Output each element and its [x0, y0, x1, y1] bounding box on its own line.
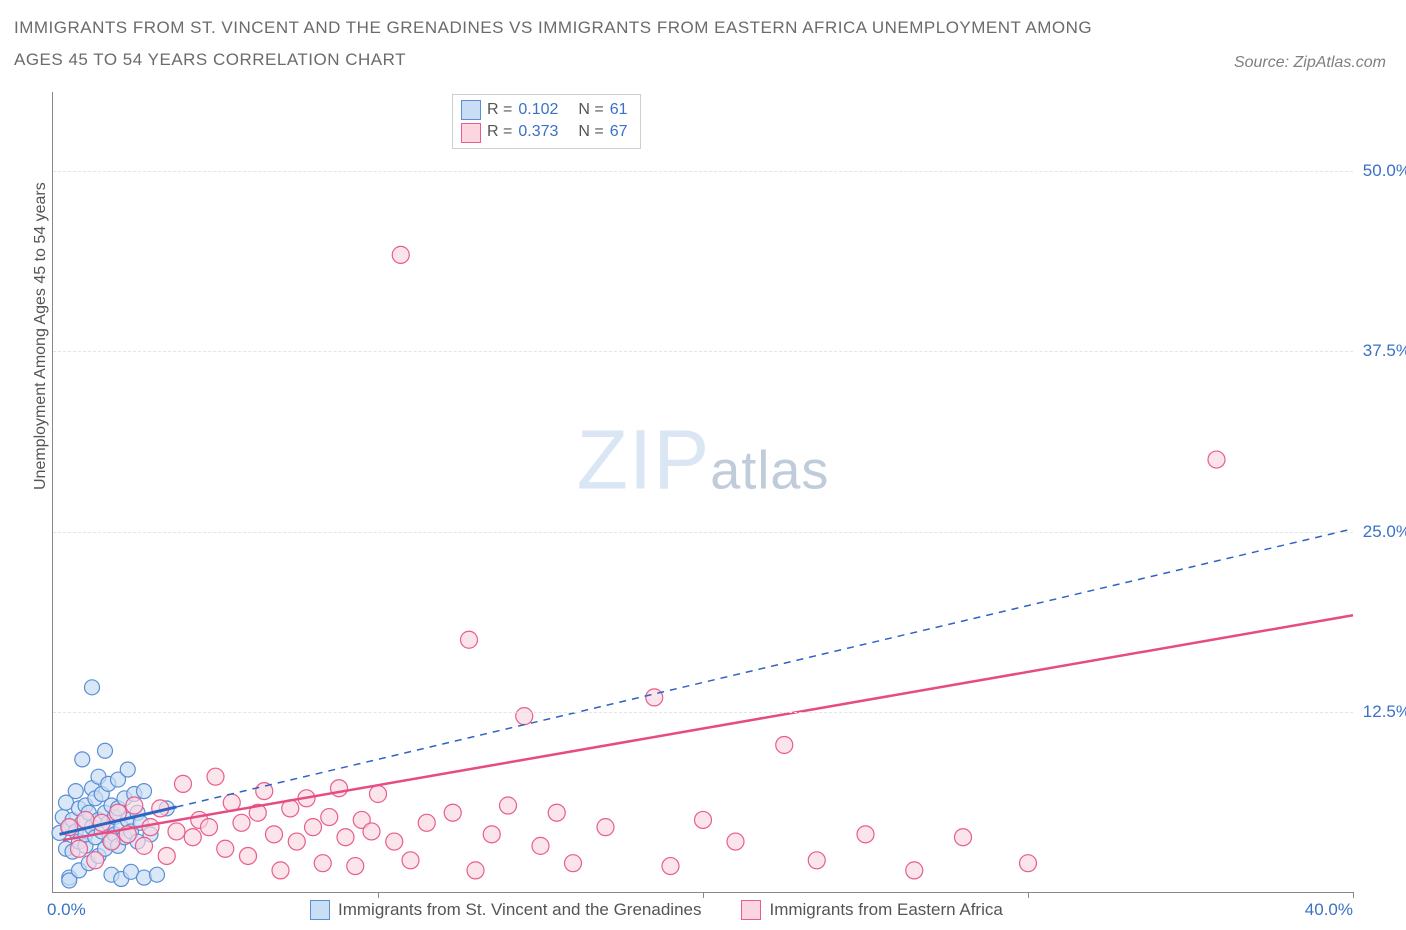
series-legend: Immigrants from St. Vincent and the Gren… — [310, 900, 1033, 920]
scatter-point-ea — [233, 814, 250, 831]
scatter-point-ea — [207, 768, 224, 785]
scatter-point-ea — [363, 823, 380, 840]
scatter-point-ea — [1020, 855, 1037, 872]
scatter-point-ea — [695, 811, 712, 828]
scatter-point-svg — [120, 762, 135, 777]
stats-legend-row-ea: R = 0.373 N = 67 — [461, 121, 628, 143]
ytick-label: 25.0% — [1363, 522, 1406, 542]
scatter-point-ea — [808, 852, 825, 869]
series-name-svg: Immigrants from St. Vincent and the Gren… — [338, 900, 701, 920]
scatter-point-ea — [370, 785, 387, 802]
chart-container: IMMIGRANTS FROM ST. VINCENT AND THE GREN… — [0, 0, 1406, 930]
scatter-point-svg — [137, 870, 152, 885]
plot-area: ZIPatlas 12.5%25.0%37.5%50.0%0.0%40.0% — [52, 92, 1353, 893]
scatter-point-svg — [68, 784, 83, 799]
scatter-point-ea — [175, 775, 192, 792]
scatter-point-ea — [305, 819, 322, 836]
scatter-point-ea — [347, 858, 364, 875]
scatter-point-ea — [240, 847, 257, 864]
swatch-svg-bottom — [310, 900, 330, 920]
r-label: R = — [487, 99, 512, 121]
scatter-point-ea — [402, 852, 419, 869]
ytick-label: 50.0% — [1363, 161, 1406, 181]
scatter-point-svg — [137, 784, 152, 799]
scatter-point-ea — [201, 819, 218, 836]
scatter-point-ea — [955, 829, 972, 846]
scatter-point-ea — [266, 826, 283, 843]
scatter-point-ea — [71, 840, 88, 857]
scatter-point-ea — [532, 837, 549, 854]
scatter-point-svg — [98, 743, 113, 758]
origin-label: 0.0% — [47, 900, 86, 920]
n-label: N = — [578, 99, 603, 121]
ytick-label: 12.5% — [1363, 702, 1406, 722]
stats-legend: R = 0.102 N = 61 R = 0.373 N = 67 — [452, 94, 641, 149]
scatter-point-ea — [727, 833, 744, 850]
scatter-point-ea — [136, 837, 153, 854]
scatter-point-ea — [142, 819, 159, 836]
scatter-point-svg — [150, 867, 165, 882]
scatter-point-ea — [126, 797, 143, 814]
scatter-point-ea — [314, 855, 331, 872]
xtick-label: 40.0% — [1305, 900, 1353, 920]
scatter-point-ea — [646, 689, 663, 706]
scatter-point-ea — [184, 829, 201, 846]
yaxis-label: Unemployment Among Ages 45 to 54 years — [32, 182, 50, 490]
scatter-point-ea — [418, 814, 435, 831]
trendline-ea — [63, 615, 1353, 840]
series-legend-item-svg: Immigrants from St. Vincent and the Gren… — [310, 900, 701, 920]
scatter-point-ea — [500, 797, 517, 814]
scatter-point-ea — [467, 862, 484, 879]
scatter-point-ea — [288, 833, 305, 850]
series-legend-item-ea: Immigrants from Eastern Africa — [741, 900, 1002, 920]
swatch-ea-bottom — [741, 900, 761, 920]
scatter-point-ea — [662, 858, 679, 875]
scatter-point-ea — [597, 819, 614, 836]
scatter-point-ea — [857, 826, 874, 843]
scatter-point-ea — [337, 829, 354, 846]
scatter-point-ea — [87, 852, 104, 869]
scatter-point-ea — [386, 833, 403, 850]
source-label: Source: ZipAtlas.com — [1234, 54, 1386, 72]
scatter-point-ea — [1208, 451, 1225, 468]
scatter-point-ea — [906, 862, 923, 879]
scatter-point-ea — [565, 855, 582, 872]
r-label: R = — [487, 121, 512, 143]
scatter-point-ea — [321, 809, 338, 826]
plot-svg — [53, 92, 1353, 892]
scatter-point-svg — [75, 752, 90, 767]
scatter-point-ea — [103, 833, 120, 850]
r-value-ea: 0.373 — [518, 121, 558, 143]
n-value-svg: 61 — [610, 99, 628, 121]
scatter-point-svg — [85, 680, 100, 695]
series-name-ea: Immigrants from Eastern Africa — [769, 900, 1002, 920]
n-value-ea: 67 — [610, 121, 628, 143]
scatter-point-ea — [444, 804, 461, 821]
scatter-point-ea — [272, 862, 289, 879]
r-value-svg: 0.102 — [518, 99, 558, 121]
ytick-label: 37.5% — [1363, 341, 1406, 361]
n-label: N = — [578, 121, 603, 143]
scatter-point-ea — [217, 840, 234, 857]
scatter-point-ea — [548, 804, 565, 821]
scatter-point-ea — [516, 708, 533, 725]
scatter-point-ea — [158, 847, 175, 864]
scatter-point-ea — [483, 826, 500, 843]
scatter-point-ea — [392, 246, 409, 263]
chart-title: IMMIGRANTS FROM ST. VINCENT AND THE GREN… — [14, 12, 1134, 77]
scatter-point-ea — [168, 823, 185, 840]
stats-legend-row-svg: R = 0.102 N = 61 — [461, 99, 628, 121]
swatch-ea — [461, 123, 481, 143]
scatter-point-ea — [776, 736, 793, 753]
trendline-dashed-svg — [177, 529, 1354, 807]
scatter-point-ea — [461, 631, 478, 648]
swatch-svg — [461, 100, 481, 120]
